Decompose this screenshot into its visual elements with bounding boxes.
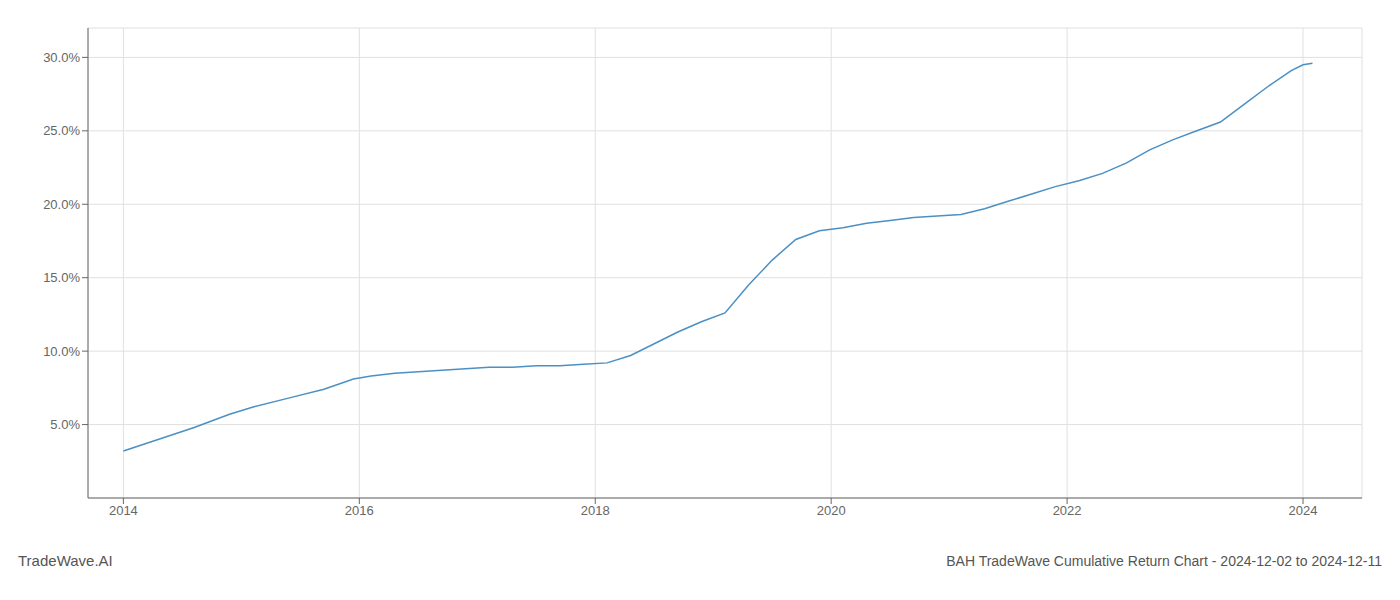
- svg-text:2022: 2022: [1053, 503, 1082, 518]
- svg-text:2018: 2018: [581, 503, 610, 518]
- svg-text:2016: 2016: [345, 503, 374, 518]
- svg-text:20.0%: 20.0%: [43, 197, 80, 212]
- svg-text:15.0%: 15.0%: [43, 270, 80, 285]
- svg-text:2020: 2020: [817, 503, 846, 518]
- svg-text:2014: 2014: [109, 503, 138, 518]
- svg-text:10.0%: 10.0%: [43, 344, 80, 359]
- html-text:TradeWave.AI: TradeWave.AI: [18, 552, 113, 569]
- svg-text:30.0%: 30.0%: [43, 50, 80, 65]
- html-text:BAH TradeWave Cumulative Retur: BAH TradeWave Cumulative Return Chart - …: [946, 553, 1382, 569]
- svg-text:2024: 2024: [1289, 503, 1318, 518]
- svg-text:5.0%: 5.0%: [50, 417, 80, 432]
- svg-text:25.0%: 25.0%: [43, 123, 80, 138]
